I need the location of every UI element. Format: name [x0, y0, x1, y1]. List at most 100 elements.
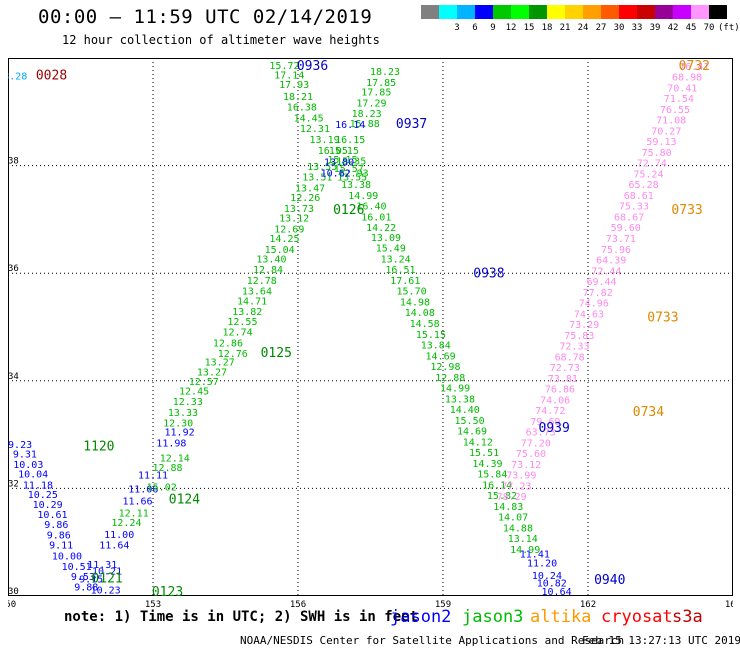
pass-time-label: 0936 — [297, 59, 328, 74]
wave-height-label: 16.14 — [335, 120, 365, 131]
wave-height-label: 68.78 — [555, 352, 585, 363]
wave-height-label: 74.96 — [579, 299, 609, 310]
wave-height-label: 14.12 — [463, 437, 493, 448]
wave-height-label: 9.86 — [44, 520, 68, 531]
wave-height-label: 12.57 — [189, 377, 219, 388]
pass-time-label: 0937 — [396, 117, 427, 132]
map-subtitle: 12 hour collection of altimeter wave hei… — [62, 33, 380, 47]
wave-height-label: 11.92 — [165, 428, 195, 439]
wave-height-label: 14.83 — [493, 502, 523, 513]
pass-time-label: 0123 — [152, 585, 183, 600]
wave-height-label: 14.99 — [440, 384, 470, 395]
wave-height-label: 10.21 — [92, 566, 122, 577]
legend-swatch — [637, 5, 655, 19]
wave-height-label: 75.60 — [516, 449, 546, 460]
wave-height-label: 12.78 — [247, 276, 277, 287]
wave-height-label: 68.67 — [614, 212, 644, 223]
wave-height-label: 15.02 — [147, 483, 177, 494]
wave-height-label: 10.82 — [537, 578, 567, 589]
wave-height-label: 15.50 — [455, 416, 485, 427]
wave-height-label: 63.73 — [526, 428, 556, 439]
wave-height-label: 16.05 — [318, 146, 348, 157]
legend-s3a: s3a — [672, 607, 703, 627]
wave-height-label: 11.11 — [138, 471, 168, 482]
x-tick-label: 165 — [725, 600, 733, 608]
wave-height-label: 59.60 — [611, 223, 641, 234]
wave-height-label: 13.82 — [232, 307, 262, 318]
wave-height-label: 12.76 — [218, 349, 248, 360]
wave-height-label: 77.82 — [583, 288, 613, 299]
wave-height-label: 13.27 — [197, 367, 227, 378]
wave-height-label: 9.23 — [8, 440, 32, 451]
legend-swatch — [673, 5, 691, 19]
wave-height-label: 77.23 — [501, 481, 531, 492]
wave-height-label: 11.18 — [23, 480, 53, 491]
pass-time-label: 0125 — [261, 346, 292, 361]
wave-height-label: 72.73 — [550, 363, 580, 374]
wave-height-label: 68.61 — [624, 191, 654, 202]
wave-height-label: 13.38 — [445, 394, 475, 405]
wave-height-label: 12.24 — [111, 518, 141, 529]
wave-height-label: 13.38 — [341, 180, 371, 191]
x-tick-label: 162 — [580, 600, 596, 608]
wave-height-label: 17.29 — [356, 98, 386, 109]
legend-swatch — [457, 5, 475, 19]
legend-altika: altika — [530, 607, 592, 627]
y-tick-label: 36 — [8, 264, 19, 274]
wave-height-label: 11.66 — [122, 497, 152, 508]
y-tick-label: 34 — [8, 372, 19, 382]
wave-height-label: 16.40 — [356, 202, 386, 213]
wave-height-label: 13.40 — [256, 254, 286, 265]
legend-bin-label: 15 — [523, 23, 535, 33]
pass-time-label: 0028 — [36, 69, 67, 84]
wave-height-label: 10.03 — [13, 460, 43, 471]
legend-bin-label: 45 — [685, 23, 697, 33]
y-tick-label: 30 — [8, 587, 19, 597]
wave-height-label: 8.28 — [8, 72, 27, 83]
wave-height-label: 14.71 — [237, 296, 267, 307]
wave-height-label: 13.80 — [324, 158, 354, 169]
wave-height-label: 13.12 — [279, 214, 309, 225]
wave-height-label: 11.64 — [99, 541, 129, 552]
wave-height-label: 17.61 — [390, 276, 420, 287]
legend-swatch — [691, 5, 709, 19]
wave-height-label: 73.81 — [548, 374, 578, 385]
pass-time-label: 0124 — [169, 492, 200, 507]
wave-height-label: 14.58 — [410, 319, 440, 330]
wave-height-label: 72.44 — [591, 266, 621, 277]
wave-height-label: 10.24 — [532, 571, 562, 582]
y-tick-label: 38 — [8, 157, 19, 167]
wave-height-label: 75.33 — [619, 202, 649, 213]
legend-swatch — [709, 5, 727, 19]
x-tick-label: 159 — [435, 600, 451, 608]
legend-swatch — [493, 5, 511, 19]
wave-height-label: 12.45 — [179, 386, 209, 397]
wave-height-label: 14.07 — [498, 513, 528, 524]
x-tick-label: 150 — [8, 600, 16, 608]
wave-height-label: 12.93 — [339, 168, 369, 179]
legend-jason3: jason3 — [462, 607, 524, 627]
wave-height-label: 71.54 — [664, 94, 694, 105]
wave-height-label: 14.25 — [269, 234, 299, 245]
wave-height-label: 10.25 — [28, 490, 58, 501]
wave-height-label: 10.64 — [542, 587, 572, 598]
wave-height-label: 16.01 — [361, 212, 391, 223]
wave-height-label: 14.39 — [472, 459, 502, 470]
legend-bin-label: 3 — [454, 23, 460, 33]
wave-height-label: 12.31 — [300, 124, 330, 135]
wave-height-label: 15.35 — [336, 157, 366, 168]
wave-height-label: 68.98 — [672, 73, 702, 84]
pass-time-label: 0938 — [473, 267, 504, 282]
wave-height-label: 11.20 — [527, 558, 557, 569]
legend-bin-label: 12 — [505, 23, 517, 33]
wave-height-label: 13.19 — [310, 135, 340, 146]
wave-height-label: 14.45 — [294, 113, 324, 124]
wave-height-label: 77.20 — [521, 438, 551, 449]
pass-time-label: 0733 — [671, 203, 702, 218]
pass-time-label: 0732 — [679, 59, 710, 74]
wave-height-label: 11.98 — [156, 438, 186, 449]
wave-height-label: 10.61 — [37, 510, 67, 521]
wave-height-label: 70.27 — [651, 126, 681, 137]
wave-height-label: 12.88 — [152, 463, 182, 474]
wave-height-label: 15.82 — [487, 491, 517, 502]
